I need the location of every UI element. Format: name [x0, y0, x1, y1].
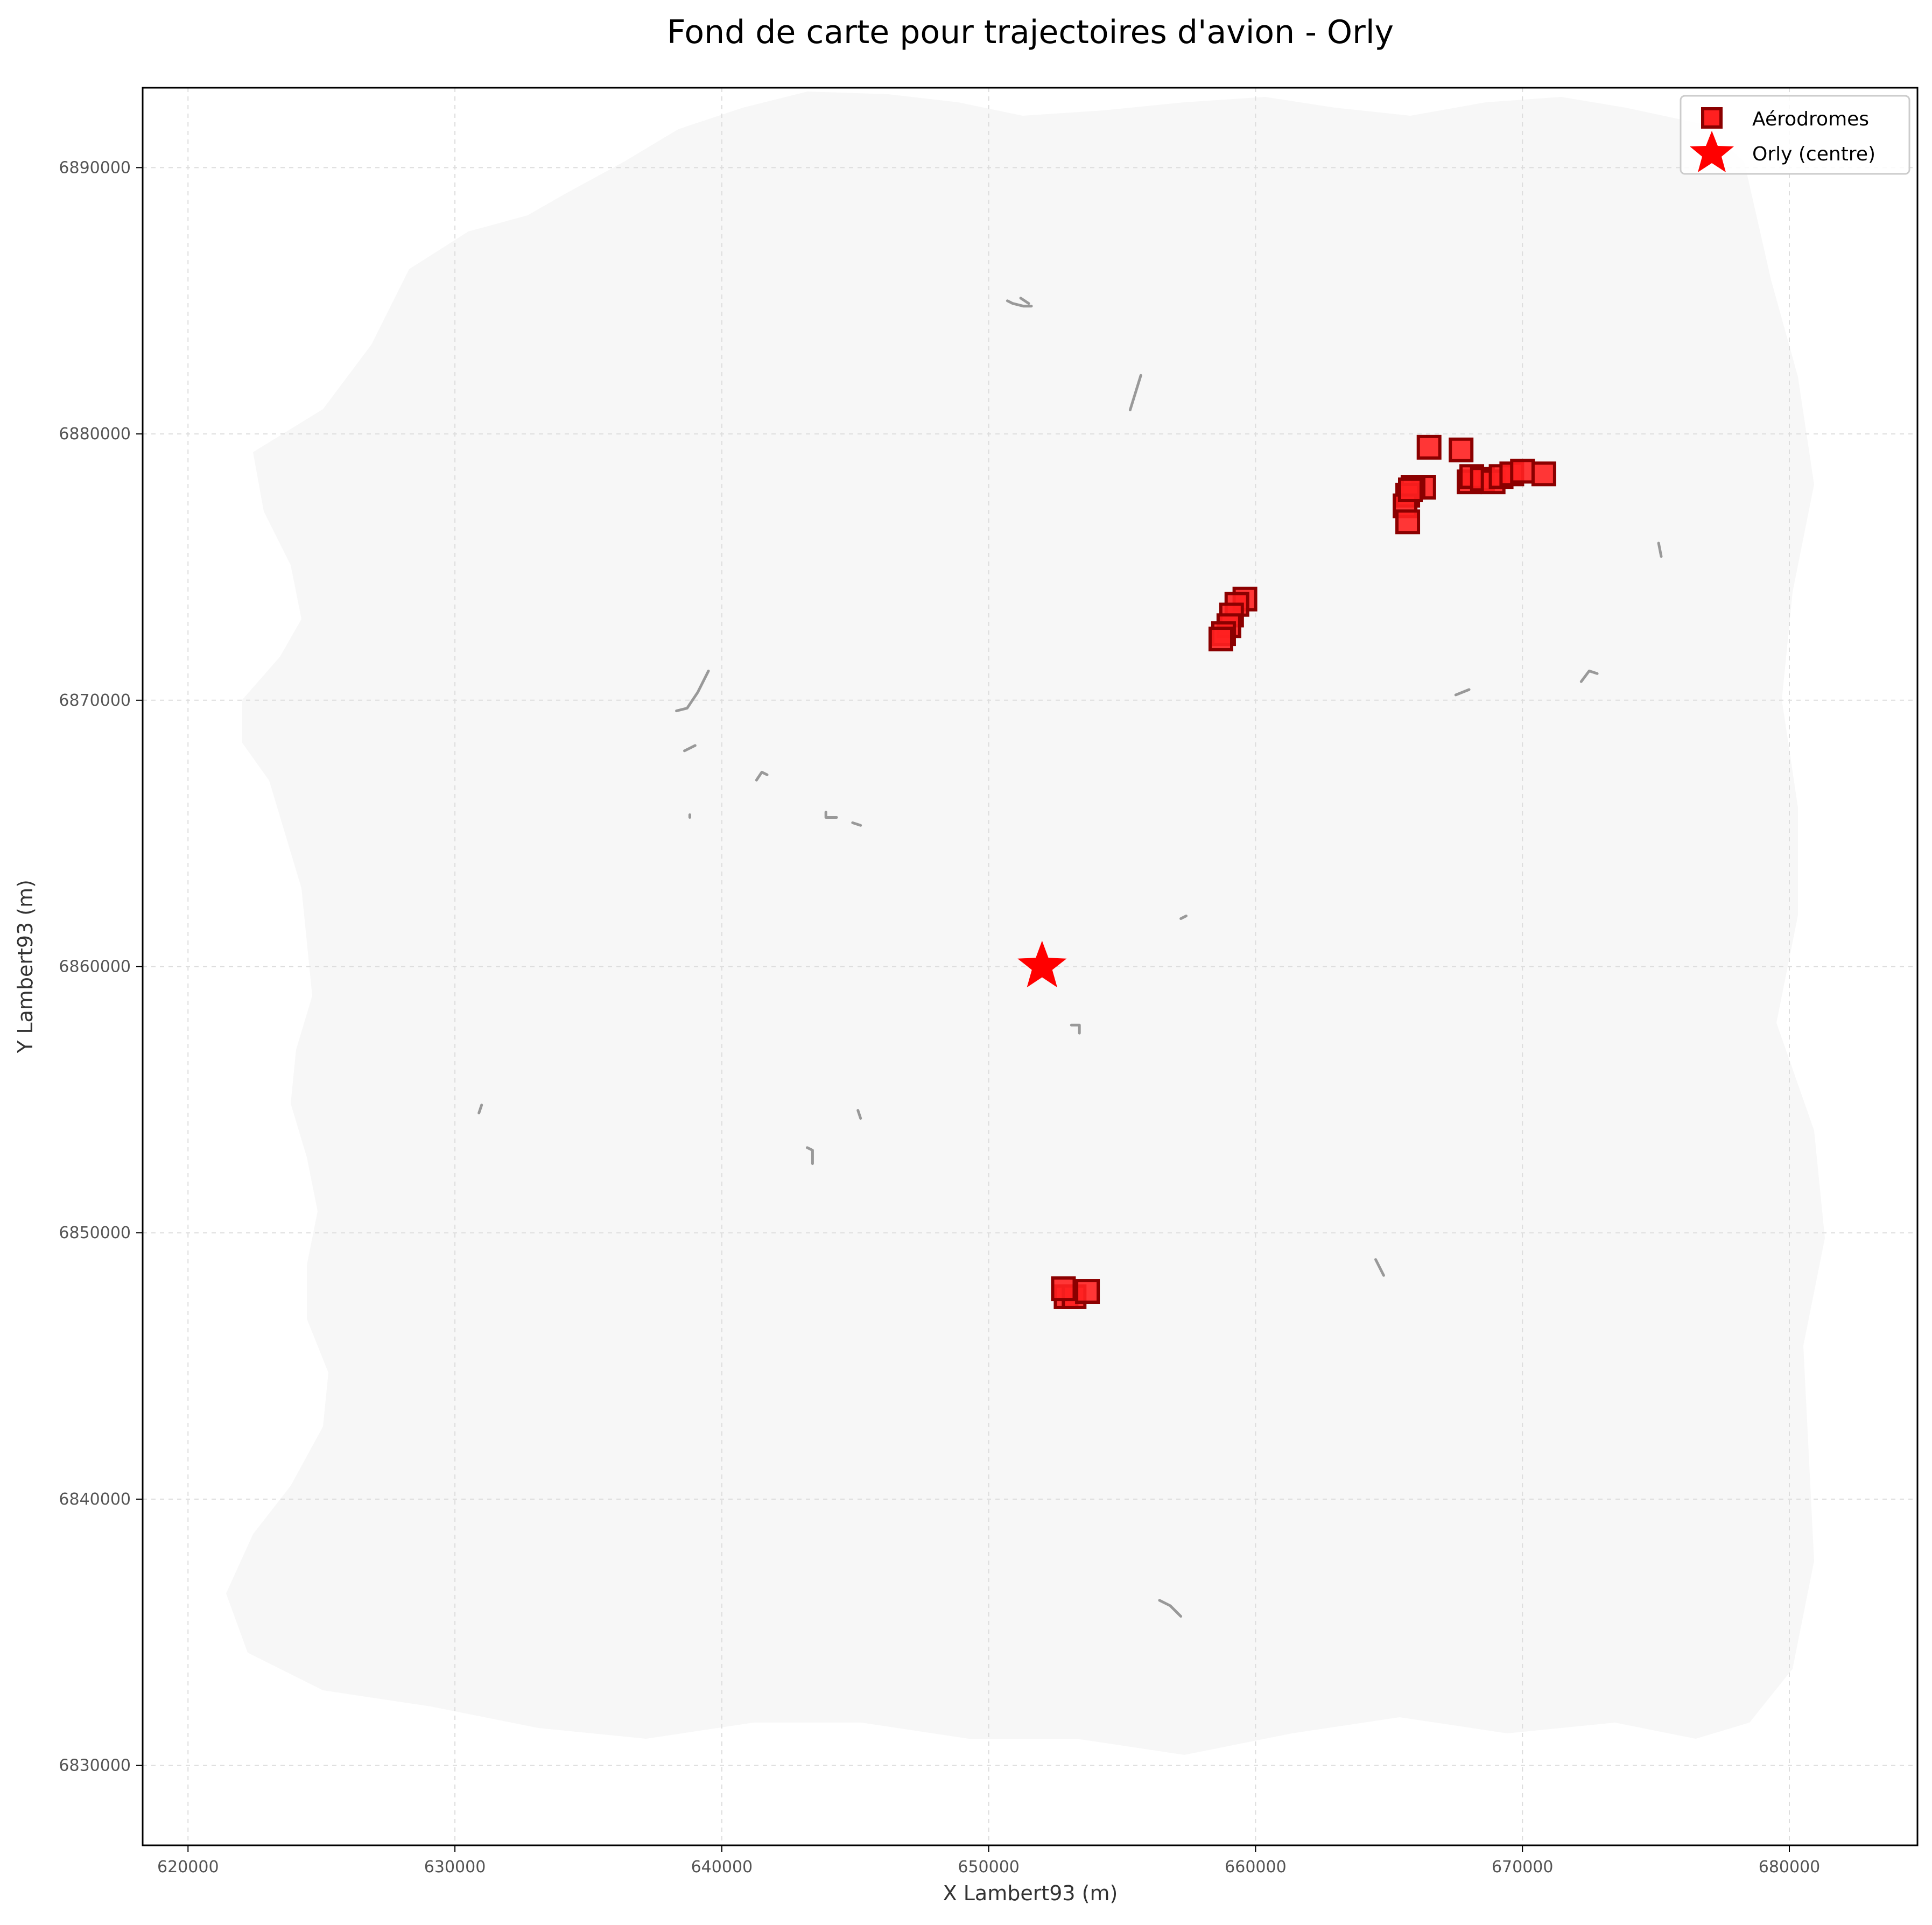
map-line-segment — [1179, 915, 1188, 920]
x-tick-label: 640000 — [691, 1858, 753, 1877]
x-tick-label: 630000 — [424, 1858, 486, 1877]
y-axis-label: Y Lambert93 (m) — [13, 880, 37, 1053]
ticks-layer: 620000 630000 640000 650000 660000 670000 6800… — [59, 158, 1820, 1877]
aerodrome-marker — [1416, 434, 1442, 460]
map-line-segment — [675, 669, 710, 713]
map-line-segment — [1579, 669, 1599, 683]
x-tick-label: 670000 — [1492, 1858, 1554, 1877]
legend-aerodrome-marker — [1701, 107, 1723, 129]
x-tick-label: 620000 — [157, 1858, 219, 1877]
orly-star-marker — [1017, 940, 1067, 988]
y-tick-label: 6870000 — [59, 691, 131, 710]
chart-title: Fond de carte pour trajectoires d'avion … — [667, 13, 1394, 51]
x-axis-label: X Lambert93 (m) — [943, 1881, 1118, 1905]
aerodrome-marker — [1395, 509, 1421, 535]
aerodrome-marker — [1208, 627, 1233, 652]
y-tick-label: 6840000 — [59, 1490, 131, 1509]
map-line-segment — [1128, 374, 1142, 412]
legend-label-orly: Orly (centre) — [1752, 143, 1875, 165]
map-line-segment — [856, 1109, 862, 1120]
plot-area — [143, 88, 1917, 1845]
map-line-segment — [1019, 297, 1030, 305]
map-line-segment — [851, 821, 862, 827]
aerodrome-marker — [1051, 1276, 1076, 1302]
map-line-segment — [477, 1104, 483, 1115]
map-line-segment — [755, 770, 769, 782]
y-tick-label: 6860000 — [59, 958, 131, 976]
map-background-region — [226, 92, 1825, 1755]
x-tick-label: 660000 — [1225, 1858, 1287, 1877]
y-tick-label: 6880000 — [59, 425, 131, 444]
map-line-segment — [1158, 1599, 1183, 1618]
aerodrome-marker — [1398, 477, 1423, 502]
aerodrome-marker — [1449, 437, 1474, 462]
y-tick-label: 6850000 — [59, 1224, 131, 1242]
lines-layer — [477, 297, 1663, 1618]
map-line-segment — [824, 811, 838, 819]
map-line-segment — [1657, 542, 1663, 558]
map-line-segment — [806, 1146, 814, 1165]
map-line-segment — [1374, 1258, 1385, 1277]
y-tick-label: 6890000 — [59, 158, 131, 177]
map-line-segment — [1454, 688, 1471, 697]
map-line-segment — [1006, 299, 1033, 308]
legend-label-aerodromes: Aérodromes — [1752, 108, 1869, 130]
aerodrome-marker — [1075, 1279, 1100, 1304]
legend-orly-star-marker — [1690, 131, 1734, 172]
legend: Aérodromes Orly (centre) — [1680, 95, 1910, 175]
aerodrome-marker — [1531, 461, 1556, 487]
x-tick-label: 650000 — [958, 1858, 1020, 1877]
y-tick-label: 6830000 — [59, 1757, 131, 1775]
legend-box — [1680, 95, 1910, 175]
x-tick-label: 680000 — [1759, 1858, 1821, 1877]
points-layer — [1017, 434, 1556, 1309]
aerodrome-marker — [1510, 459, 1535, 484]
map-line-segment — [1070, 1023, 1081, 1035]
map-line-segment — [683, 744, 697, 753]
